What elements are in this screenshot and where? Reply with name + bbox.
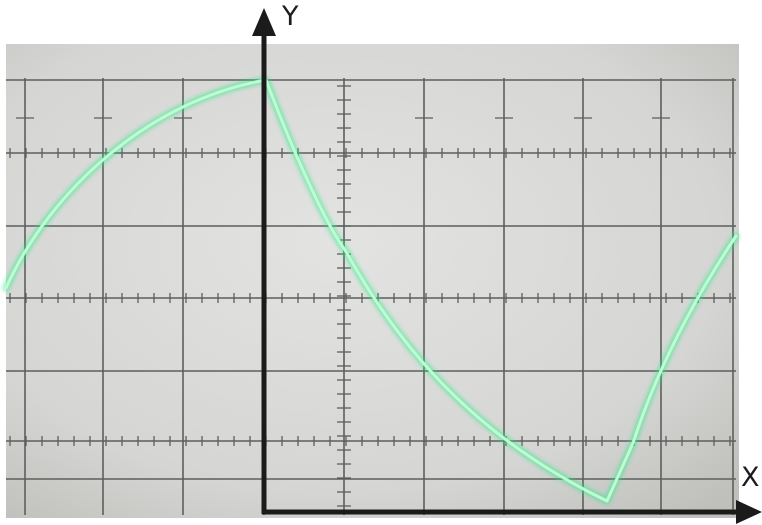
scope-screen bbox=[6, 44, 739, 518]
y-axis-arrowhead bbox=[252, 8, 276, 36]
x-axis-label: X bbox=[741, 462, 760, 493]
trace-core bbox=[4, 78, 738, 503]
y-axis-label: Y bbox=[282, 1, 299, 32]
signal-trace bbox=[2, 76, 740, 505]
y-axis bbox=[252, 8, 276, 514]
graticule bbox=[6, 78, 736, 515]
x-axis bbox=[262, 500, 762, 524]
x-axis-arrowhead bbox=[736, 500, 762, 524]
